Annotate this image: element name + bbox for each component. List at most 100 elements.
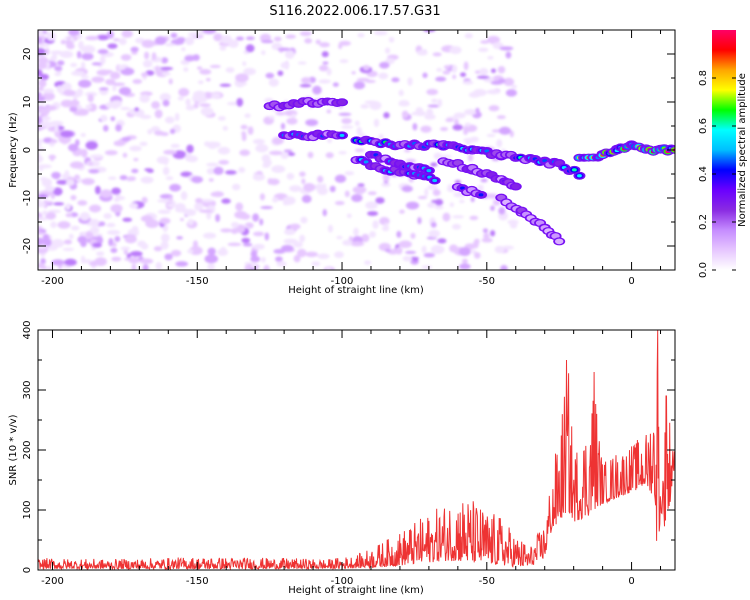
spectrogram-noise-blob <box>280 62 290 69</box>
spectrogram-noise-blob <box>65 40 74 49</box>
spectrogram-noise-blob <box>164 116 175 124</box>
spectrogram-noise-blob <box>365 201 378 210</box>
spectrogram-noise-blob <box>131 263 137 270</box>
spectrogram-noise-blob <box>80 133 86 138</box>
y-tick-label: 20 <box>22 48 33 61</box>
spectrogram-noise-blob <box>215 213 221 223</box>
spectrogram-noise-blob <box>280 152 289 159</box>
spectrogram-noise-blob <box>106 30 114 39</box>
spectrogram-noise-blob <box>490 205 495 211</box>
spectrogram-noise-blob <box>253 243 265 250</box>
x-tick-label: 0 <box>628 576 634 587</box>
spectrogram-noise-blob <box>176 236 184 240</box>
spectrogram-y-axis-label: Frequency (Hz) <box>8 112 19 188</box>
spectrogram-noise-blob <box>100 114 108 122</box>
spectrogram-noise-blob <box>367 191 377 196</box>
spectrogram-noise-blob <box>433 152 442 160</box>
spectrogram-noise-blob <box>143 51 150 60</box>
spectrogram-noise-blob <box>169 183 182 192</box>
spectrogram-noise-blob <box>169 128 176 134</box>
spectrogram-noise-blob <box>211 141 221 148</box>
spectrogram-noise-blob <box>494 245 505 254</box>
spectrogram-noise-blob <box>217 146 231 155</box>
spectrogram-noise-blob <box>162 99 170 107</box>
spectrogram-noise-blob <box>89 154 104 159</box>
spectrogram-noise-blob <box>275 256 283 262</box>
spectrogram-noise-blob <box>235 36 245 41</box>
spectrogram-noise-blob <box>94 185 101 195</box>
trace-blob-core <box>484 149 490 153</box>
spectrogram-noise-blob <box>50 50 64 55</box>
spectrogram-noise-blob <box>424 188 429 197</box>
spectrogram-noise-blob <box>318 64 329 72</box>
spectrogram-noise-blob <box>241 213 250 220</box>
spectrogram-noise-blob <box>155 261 162 270</box>
spectrogram-noise-blob <box>38 116 43 124</box>
colorbar-ticks: 0.0 0.2 0.4 0.6 0.8 <box>698 70 736 278</box>
spectrogram-noise-blob <box>207 263 215 270</box>
spectrogram-noise-blob <box>42 92 55 101</box>
spectrogram-noise-blob <box>188 32 202 37</box>
spectrogram-noise-blob <box>94 257 107 266</box>
y-tick-label: 100 <box>22 500 33 519</box>
spectrogram-noise-blob <box>496 115 506 120</box>
x-tick-label: -100 <box>331 276 354 287</box>
spectrogram-noise-blob <box>326 109 332 114</box>
spectrogram-noise-blob <box>458 247 471 257</box>
spectrogram-noise-blob <box>442 70 451 75</box>
spectrogram-noise-blob <box>273 36 282 42</box>
colorbar: 0.0 0.2 0.4 0.6 0.8 Normalized spectral ampl… <box>698 30 748 278</box>
spectrogram-noise-blob <box>78 40 84 50</box>
spectrogram-noise-blob <box>154 109 163 119</box>
trace-blob-mid <box>511 183 520 190</box>
spectrogram-noise-blob <box>351 194 363 203</box>
trace-blob-core <box>571 168 577 172</box>
spectrogram-noise-blob <box>424 114 436 120</box>
spectrogram-noise-blob <box>334 200 345 206</box>
spectrogram-noise-blob <box>241 132 247 142</box>
spectrogram-noise-blob <box>511 84 517 89</box>
spectrogram-noise-blob <box>60 99 74 108</box>
spectrogram-noise-blob <box>311 261 321 267</box>
spectrogram-noise-blob <box>491 129 502 133</box>
spectrogram-noise-blob <box>475 107 480 114</box>
spectrogram-noise-blob <box>399 209 405 214</box>
spectrogram-noise-blob <box>213 166 224 175</box>
spectrogram-noise-blob <box>197 80 204 85</box>
spectrogram-noise-blob <box>426 88 439 96</box>
spectrogram-noise-blob <box>445 118 454 122</box>
spectrogram-noise-blob <box>196 66 203 70</box>
spectrogram-noise-blob <box>379 61 390 69</box>
spectrogram-noise-blob <box>346 213 352 219</box>
spectrogram-noise-blob <box>221 198 231 204</box>
spectrogram-noise-blob <box>39 108 50 116</box>
spectrogram-noise-blob <box>45 212 57 220</box>
spectrogram-noise-blob <box>53 202 65 206</box>
spectrogram-noise-blob <box>218 159 230 165</box>
spectrogram-noise-blob <box>49 120 64 126</box>
spectrogram-noise-blob <box>96 251 105 257</box>
colorbar-tick-label: 0.0 <box>698 262 709 278</box>
spectrogram-noise-blob <box>107 43 118 49</box>
spectrogram-noise-blob <box>369 231 376 238</box>
spectrogram-noise-blob <box>161 72 171 76</box>
spectrogram-noise-blob <box>388 36 395 43</box>
spectrogram-noise-blob <box>405 201 420 210</box>
spectrogram-noise-blob <box>293 241 303 248</box>
spectrogram-noise-blob <box>284 228 296 236</box>
spectrogram-noise-blob <box>81 45 96 54</box>
spectrogram-noise-blob <box>41 178 53 187</box>
spectrogram-noise-blob <box>160 233 170 243</box>
spectrogram-noise-blob <box>38 237 44 246</box>
spectrogram-noise-blob <box>85 35 100 41</box>
spectrogram-noise-blob <box>147 128 153 135</box>
spectrogram-noise-blob <box>339 59 349 64</box>
colorbar-label: Normalized spectral amplitude <box>737 73 748 227</box>
spectrogram-noise-blob <box>410 232 416 239</box>
spectrogram-noise-blob <box>140 215 153 222</box>
spectrogram-noise-blob <box>77 200 88 206</box>
spectrogram-noise-blob <box>208 178 214 182</box>
spectrogram-noise-blob <box>76 50 82 59</box>
spectrogram-noise-blob <box>108 238 114 247</box>
spectrogram-noise-blob <box>317 175 324 183</box>
